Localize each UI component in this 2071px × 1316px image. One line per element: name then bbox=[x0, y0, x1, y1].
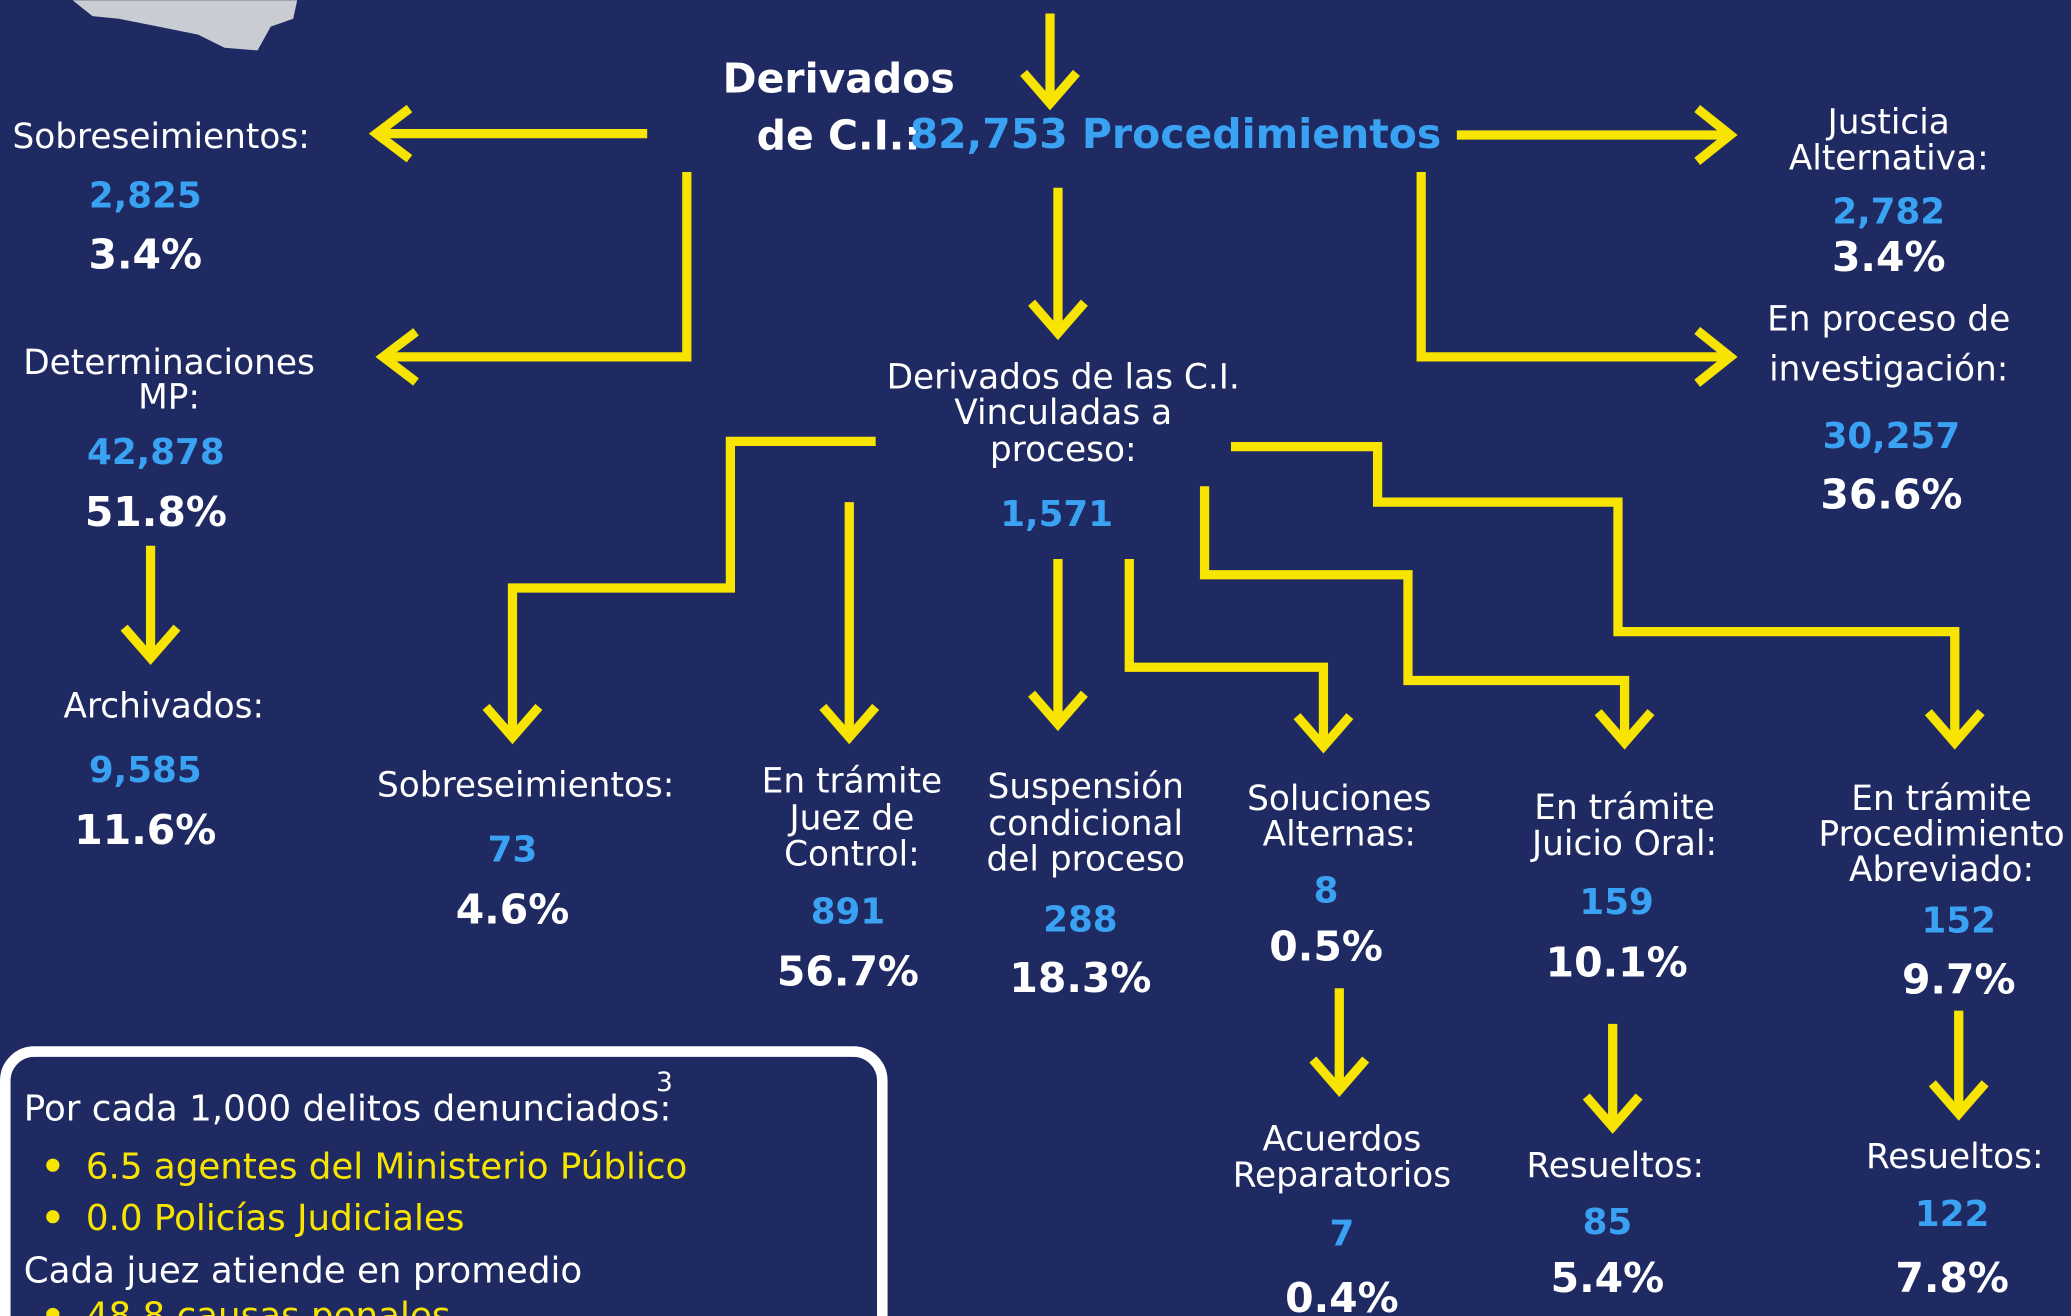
node-percent: 51.8% bbox=[85, 488, 227, 536]
node-label: Determinaciones bbox=[23, 343, 315, 383]
box-item: 48.8 causas penales bbox=[86, 1296, 451, 1316]
footnote: 3 bbox=[656, 1067, 673, 1098]
node-label: Reparatorios bbox=[1233, 1155, 1451, 1195]
node-count: 73 bbox=[488, 829, 538, 870]
node-label: Vinculadas a bbox=[954, 393, 1172, 433]
header-line: de C.I.: bbox=[757, 111, 921, 159]
node-count: 85 bbox=[1583, 1202, 1633, 1243]
node-percent: 36.6% bbox=[1820, 471, 1962, 519]
bullet bbox=[46, 1158, 60, 1172]
bullet bbox=[46, 1307, 60, 1316]
node-count: 2,782 bbox=[1832, 191, 1945, 232]
node-label: Sobreseimientos: bbox=[12, 117, 309, 157]
node-percent: 10.1% bbox=[1546, 938, 1688, 986]
node-label: Acuerdos bbox=[1263, 1120, 1422, 1160]
arrow bbox=[1230, 442, 1960, 743]
node-percent: 18.3% bbox=[1009, 954, 1151, 1002]
node-label: Juez de bbox=[787, 799, 914, 839]
arrow-head bbox=[375, 328, 419, 386]
node-label: Procedimiento bbox=[1819, 815, 2065, 855]
arrow-head bbox=[120, 624, 181, 666]
node-label: En trámite bbox=[1851, 779, 2032, 819]
node-label: Alternativa: bbox=[1789, 138, 1989, 178]
node-label: Control: bbox=[784, 834, 920, 874]
node-count: 30,257 bbox=[1823, 416, 1961, 457]
arrow-head bbox=[1582, 1093, 1643, 1134]
node-label: Abreviado: bbox=[1849, 850, 2034, 890]
node-percent: 3.4% bbox=[1832, 233, 1946, 281]
node-label: Archivados: bbox=[63, 686, 264, 726]
arrow-head bbox=[1928, 1080, 1989, 1121]
node-label: En proceso de bbox=[1767, 299, 2010, 339]
arrow-head bbox=[1694, 104, 1738, 165]
arrow bbox=[1124, 558, 1329, 747]
box-item: 0.0 Policías Judiciales bbox=[86, 1198, 465, 1239]
arrow-head bbox=[1694, 326, 1738, 387]
map-fragment bbox=[72, 0, 298, 51]
node-count: 7 bbox=[1330, 1214, 1355, 1255]
arrow-head bbox=[1020, 69, 1080, 111]
node-label: En trámite bbox=[1534, 788, 1715, 828]
info-box bbox=[0, 1046, 888, 1316]
node-percent: 0.4% bbox=[1285, 1274, 1399, 1316]
arrow-head bbox=[482, 703, 543, 745]
node-count: 42,878 bbox=[87, 432, 225, 473]
node-count: 891 bbox=[811, 891, 885, 932]
node-label: del proceso bbox=[986, 840, 1184, 880]
header-line: Derivados bbox=[723, 55, 955, 103]
arrow-head bbox=[1309, 1056, 1370, 1097]
box-item: 6.5 agentes del Ministerio Público bbox=[86, 1146, 687, 1187]
node-count: 1,571 bbox=[1000, 494, 1113, 535]
node-percent: 0.5% bbox=[1269, 922, 1383, 970]
node-label: proceso: bbox=[990, 430, 1137, 470]
arrow-head bbox=[1293, 713, 1354, 754]
node-label: condicional bbox=[988, 804, 1183, 844]
box-line: Cada juez atiende en promedio bbox=[24, 1251, 582, 1292]
node-label: Sobreseimientos: bbox=[377, 766, 674, 806]
arrow-head bbox=[819, 703, 880, 745]
node-label: Justicia bbox=[1826, 103, 1950, 143]
arrow-head bbox=[1594, 709, 1655, 750]
node-percent: 3.4% bbox=[89, 230, 203, 278]
node-label: Resueltos: bbox=[1866, 1137, 2044, 1177]
arrows bbox=[120, 13, 1989, 1134]
node-count: 9,585 bbox=[89, 750, 202, 791]
node-label: Resueltos: bbox=[1526, 1146, 1704, 1186]
node-count: 122 bbox=[1915, 1194, 1989, 1235]
node-count: 288 bbox=[1043, 899, 1117, 940]
arrow-head bbox=[1924, 709, 1985, 750]
node-percent: 7.8% bbox=[1895, 1254, 2009, 1302]
node-count: 8 bbox=[1314, 870, 1339, 911]
arrow-head bbox=[1028, 299, 1088, 341]
header-total: 82,753 Procedimientos bbox=[910, 110, 1442, 158]
node-label: Soluciones bbox=[1247, 779, 1431, 819]
node-percent: 9.7% bbox=[1902, 955, 2016, 1003]
node-label: investigación: bbox=[1769, 350, 2008, 390]
node-count: 159 bbox=[1579, 882, 1653, 923]
bullet bbox=[46, 1210, 60, 1224]
node-label: MP: bbox=[138, 377, 200, 417]
node-percent: 5.4% bbox=[1551, 1254, 1665, 1302]
node-percent: 11.6% bbox=[74, 806, 216, 854]
box-title: Por cada 1,000 delitos denunciados: bbox=[24, 1088, 672, 1129]
node-count: 2,825 bbox=[89, 176, 202, 217]
node-percent: 4.6% bbox=[456, 885, 570, 933]
arrow bbox=[383, 171, 692, 362]
node-label: Suspensión bbox=[988, 767, 1184, 807]
node-percent: 56.7% bbox=[777, 948, 919, 996]
node-label: En trámite bbox=[762, 762, 943, 802]
node-label: Juicio Oral: bbox=[1530, 824, 1717, 864]
arrow bbox=[1416, 171, 1731, 362]
arrow-head bbox=[368, 104, 413, 163]
arrow-head bbox=[1028, 690, 1088, 732]
arrow bbox=[1199, 486, 1630, 743]
arrow bbox=[507, 436, 876, 738]
node-count: 152 bbox=[1922, 901, 1996, 942]
node-label: Alternas: bbox=[1263, 815, 1416, 855]
node-label: Derivados de las C.I. bbox=[887, 358, 1240, 398]
